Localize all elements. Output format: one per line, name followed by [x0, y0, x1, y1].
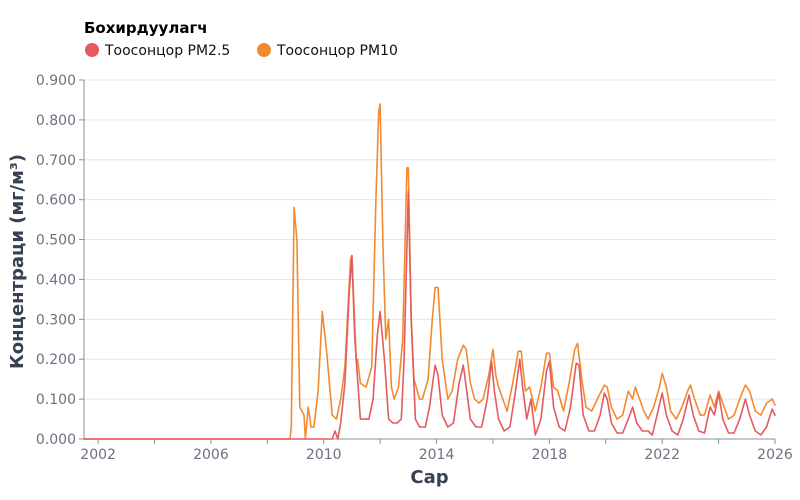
y-tick-label: 0.900 — [36, 73, 76, 89]
y-tick-label: 0.300 — [36, 312, 76, 328]
x-axis-title: Сар — [410, 467, 448, 488]
y-tick-label: 0.200 — [36, 352, 76, 368]
y-tick-label: 0.500 — [36, 233, 76, 249]
legend-marker-pm10 — [257, 43, 271, 57]
x-tick-label: 2014 — [419, 447, 455, 463]
y-tick-label: 0.000 — [36, 432, 76, 448]
y-axis-title: Концентраци (мг/м³) — [7, 154, 28, 369]
legend-title: Бохирдуулагч — [84, 19, 208, 37]
series-line-pm10 — [83, 103, 776, 440]
y-tick-label: 0.600 — [36, 193, 76, 209]
legend-label-pm10: Тоосонцор PM10 — [276, 43, 398, 59]
series-line-pm25 — [83, 190, 776, 440]
x-tick-label: 2006 — [193, 447, 229, 463]
y-tick-label: 0.700 — [36, 153, 76, 169]
legend-marker-pm25 — [85, 43, 99, 57]
series-lines — [83, 103, 776, 440]
x-tick-label: 2018 — [532, 447, 568, 463]
y-tick-label: 0.800 — [36, 113, 76, 129]
x-tick-label: 2026 — [757, 447, 793, 463]
y-tick-label: 0.100 — [36, 392, 76, 408]
x-tick-label: 2010 — [306, 447, 342, 463]
grid-lines — [84, 79, 775, 400]
axes: 0.000 0.100 0.200 0.300 0.400 0.500 0.600 0.700… — [36, 73, 793, 463]
x-tick-label: 2022 — [644, 447, 680, 463]
x-tick-label: 2002 — [80, 447, 116, 463]
y-tick-label: 0.400 — [36, 272, 76, 288]
legend-label-pm25: Тоосонцор PM2.5 — [104, 43, 230, 59]
legend: Бохирдуулагч Тоосонцор PM2.5 Тоосонцор PM… — [84, 19, 398, 59]
